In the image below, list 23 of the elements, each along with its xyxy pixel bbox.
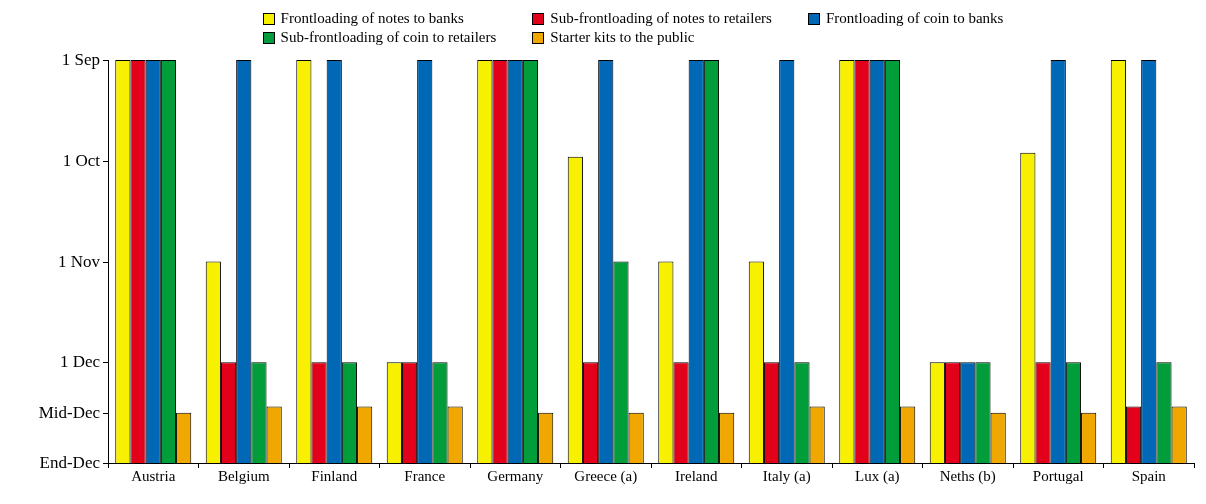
text: 1 Sep [61, 49, 100, 69]
text: 1 Dec [59, 351, 101, 371]
x-tick-label: Austria [131, 467, 176, 484]
legend-label: Sub-frontloading of coin to retailers [280, 29, 497, 46]
x-tick-label: Ireland [675, 467, 718, 484]
text: 1 Nov [57, 251, 101, 271]
text: 1 Oct [62, 150, 101, 170]
x-tick-label: Italy (a) [762, 467, 811, 485]
legend-label: Frontloading of coin to banks [825, 10, 1004, 27]
x-tick-label: Germany [487, 467, 544, 484]
x-tick-label: France [404, 467, 446, 484]
x-tick-label: Neths (b) [939, 467, 996, 485]
x-tick-label: Greece (a) [574, 467, 638, 485]
legend-label: Sub-frontloading of notes to retailers [550, 10, 772, 27]
legend-label: Starter kits to the public [550, 29, 695, 46]
x-tick-label: Finland [311, 467, 358, 484]
x-tick-label: Lux (a) [854, 467, 900, 485]
x-tick-label: Belgium [217, 467, 270, 484]
legend-label: Frontloading of notes to banks [280, 10, 464, 27]
x-tick-label: Portugal [1032, 467, 1084, 484]
text: Mid-Dec [38, 402, 101, 422]
x-tick-label: Spain [1131, 467, 1167, 484]
text: End-Dec [39, 452, 101, 472]
